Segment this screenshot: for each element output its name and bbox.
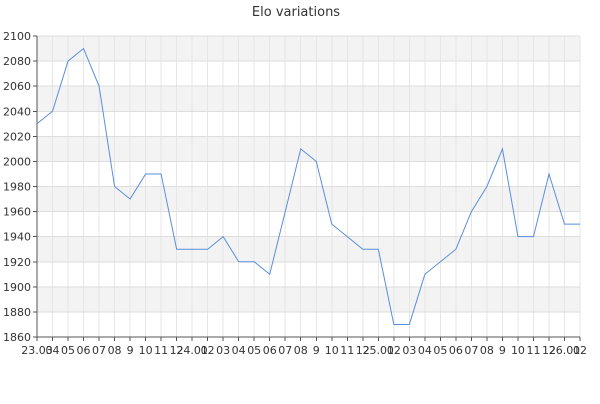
x-tick-label: 24.01 [176, 344, 208, 357]
y-tick-label: 2080 [3, 55, 31, 68]
elo-series-line [36, 47, 580, 325]
x-tick-label: 08 [480, 344, 494, 357]
y-tick-label: 1880 [3, 306, 31, 319]
x-tick-label: 04 [46, 344, 60, 357]
chart-title: Elo variations [252, 5, 340, 20]
x-tick-label: 06 [77, 344, 91, 357]
x-tick-label: 9 [499, 344, 506, 357]
x-tick-label: 06 [449, 344, 463, 357]
y-tick-label: 1860 [3, 331, 31, 344]
x-tick-label: 07 [278, 344, 292, 357]
y-tick-label: 2100 [3, 30, 31, 43]
y-tick-label: 2040 [3, 105, 31, 118]
x-tick-label: 23.03 [21, 344, 53, 357]
x-tick-label: 02 [573, 344, 587, 357]
y-tick-label: 1940 [3, 231, 31, 244]
y-tick-label: 2020 [3, 130, 31, 143]
x-tick-label: 02 [387, 344, 401, 357]
horizontal-gridlines [37, 35, 580, 338]
x-tick-label: 06 [263, 344, 277, 357]
x-tick-label: 05 [61, 344, 75, 357]
x-tick-label: 12 [170, 344, 184, 357]
x-tick-label: 07 [464, 344, 478, 357]
x-tick-label: 12 [542, 344, 556, 357]
x-tick-label: 11 [526, 344, 540, 357]
x-tick-label: 07 [92, 344, 106, 357]
x-tick-label: 25.01 [363, 344, 395, 357]
x-tick-label: 04 [232, 344, 246, 357]
grid-band [37, 136, 580, 162]
x-tick-label: 05 [247, 344, 261, 357]
x-tick-label: 26.01 [549, 344, 581, 357]
x-tick-label: 02 [201, 344, 215, 357]
grid-band [37, 286, 580, 312]
x-tick-label: 10 [325, 344, 339, 357]
y-tick-label: 2060 [3, 80, 31, 93]
y-axis-ticks: 1860 1880 1900 1920 1940 1960 1980 2000 2020 2040… [3, 30, 37, 344]
y-tick-label: 1980 [3, 181, 31, 194]
y-tick-label: 1960 [3, 206, 31, 219]
y-tick-label: 2000 [3, 155, 31, 168]
x-tick-label: 9 [313, 344, 320, 357]
x-tick-label: 08 [108, 344, 122, 357]
x-tick-label: 03 [216, 344, 230, 357]
grid-band [37, 186, 580, 212]
y-tick-label: 1900 [3, 281, 31, 294]
x-tick-label: 11 [340, 344, 354, 357]
x-tick-label: 05 [433, 344, 447, 357]
x-tick-label: 03 [402, 344, 416, 357]
background-bands [37, 36, 580, 312]
x-tick-label: 11 [154, 344, 168, 357]
x-tick-label: 10 [511, 344, 525, 357]
x-tick-label: 08 [294, 344, 308, 357]
x-tick-label: 12 [356, 344, 370, 357]
x-tick-label: 04 [418, 344, 432, 357]
x-tick-label: 9 [127, 344, 134, 357]
x-tick-label: 10 [139, 344, 153, 357]
grid-band [37, 36, 580, 62]
y-tick-label: 1920 [3, 256, 31, 269]
grid-band [37, 86, 580, 112]
grid-band [37, 236, 580, 262]
